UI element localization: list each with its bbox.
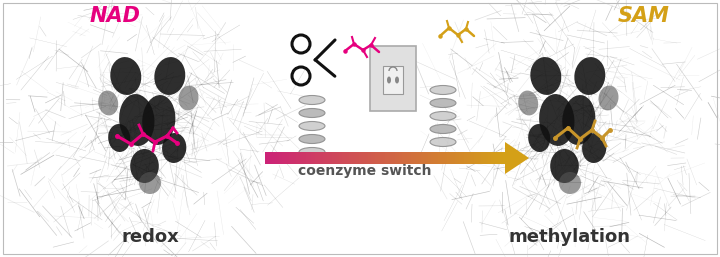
Ellipse shape — [299, 108, 325, 117]
Ellipse shape — [139, 172, 161, 194]
Ellipse shape — [430, 124, 456, 133]
Text: methylation: methylation — [509, 228, 631, 246]
Ellipse shape — [528, 124, 550, 152]
Ellipse shape — [430, 112, 456, 121]
Text: NAD: NAD — [90, 6, 141, 26]
Ellipse shape — [430, 86, 456, 95]
Bar — [370, 46, 416, 111]
Ellipse shape — [575, 57, 606, 95]
Text: SAM: SAM — [618, 6, 670, 26]
Ellipse shape — [154, 57, 185, 95]
Ellipse shape — [98, 90, 118, 115]
Ellipse shape — [179, 86, 199, 111]
Bar — [383, 66, 403, 94]
Ellipse shape — [108, 124, 130, 152]
Ellipse shape — [539, 94, 575, 146]
Ellipse shape — [299, 148, 325, 157]
Ellipse shape — [387, 77, 391, 84]
Ellipse shape — [430, 98, 456, 107]
Ellipse shape — [110, 57, 141, 95]
Ellipse shape — [531, 57, 562, 95]
Ellipse shape — [119, 94, 155, 146]
Text: redox: redox — [121, 228, 179, 246]
Ellipse shape — [550, 149, 579, 183]
Ellipse shape — [562, 95, 595, 145]
Ellipse shape — [598, 86, 618, 111]
Text: coenzyme switch: coenzyme switch — [298, 164, 432, 178]
Ellipse shape — [299, 96, 325, 105]
Ellipse shape — [518, 90, 538, 115]
Ellipse shape — [395, 77, 399, 84]
Ellipse shape — [130, 149, 159, 183]
Ellipse shape — [162, 133, 186, 163]
Ellipse shape — [430, 137, 456, 146]
Polygon shape — [505, 142, 529, 174]
Ellipse shape — [299, 122, 325, 131]
Ellipse shape — [299, 134, 325, 143]
Ellipse shape — [582, 133, 606, 163]
Ellipse shape — [559, 172, 581, 194]
Ellipse shape — [143, 95, 176, 145]
